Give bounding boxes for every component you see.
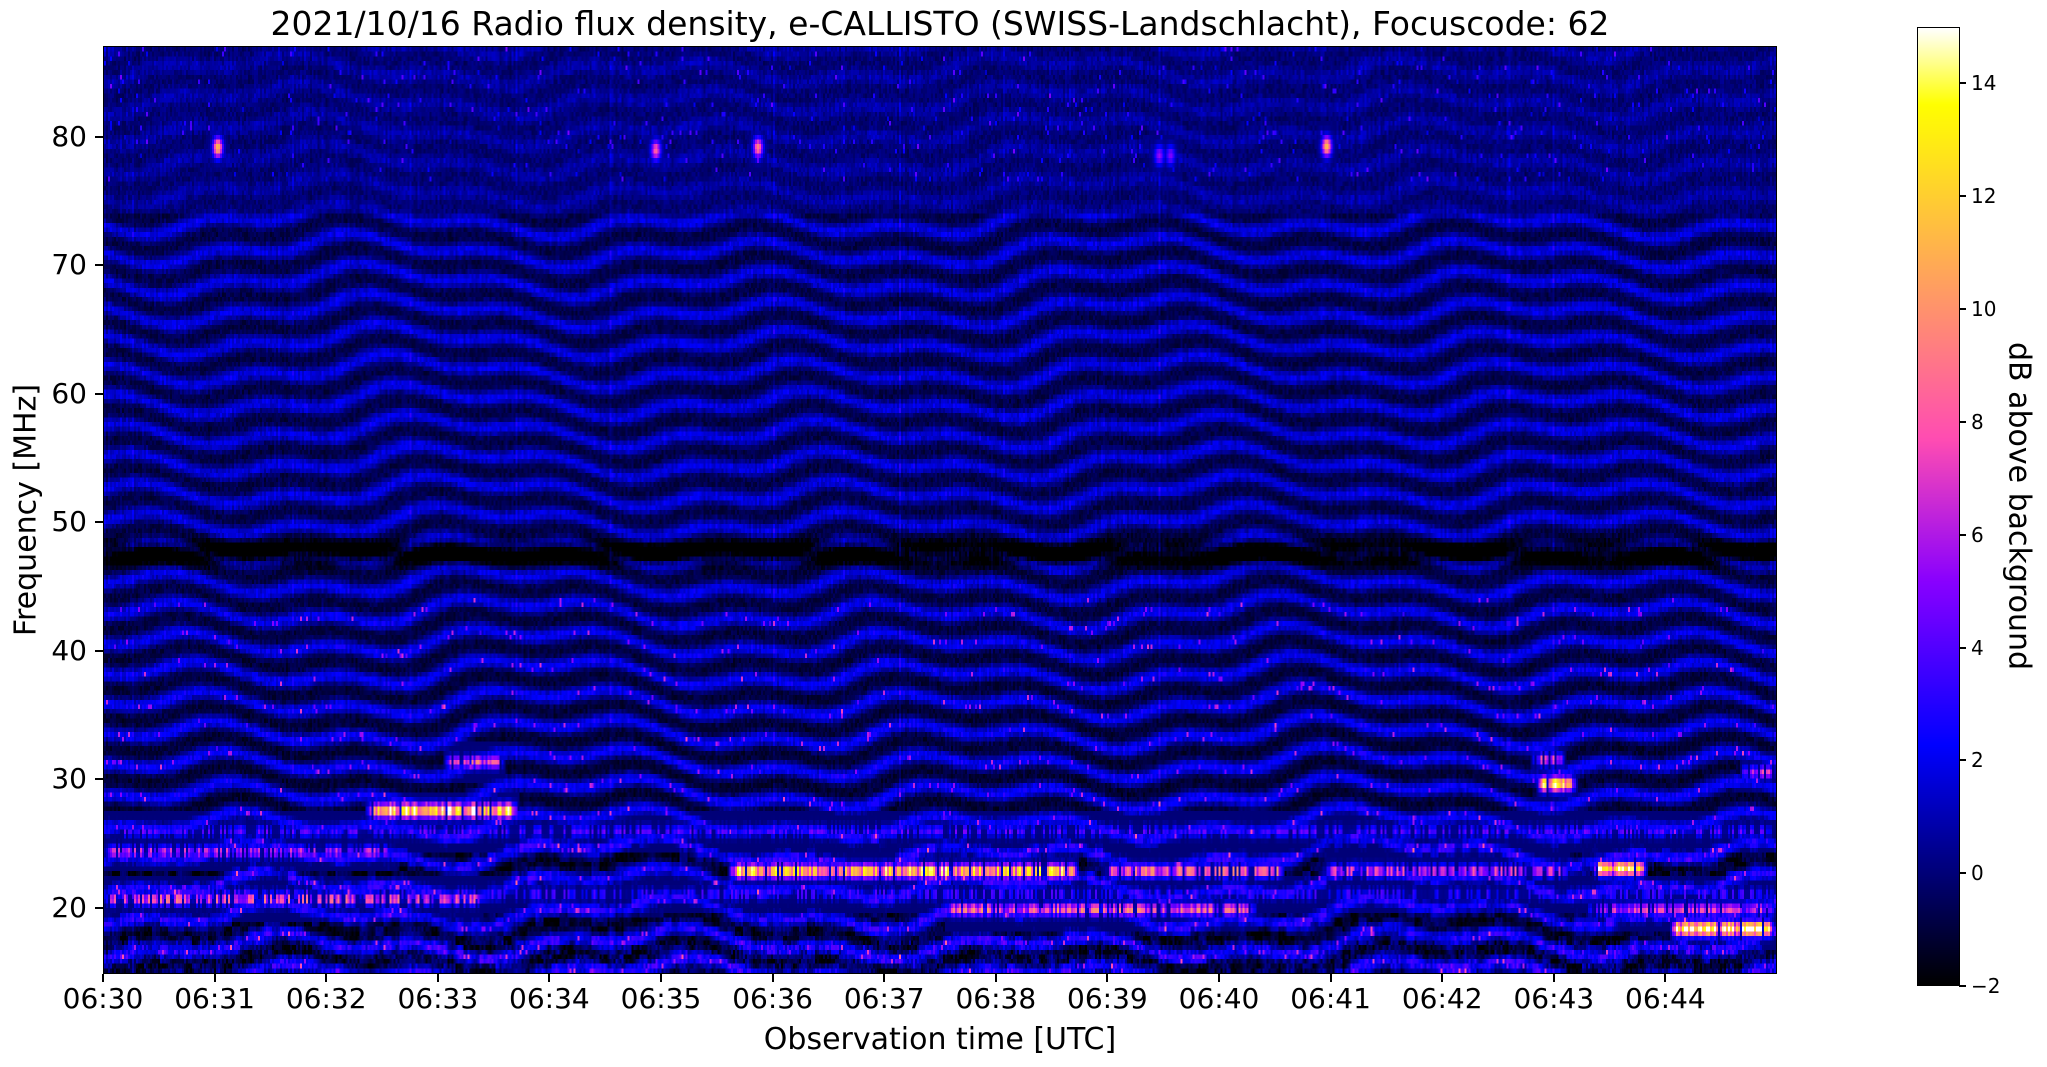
x-tick-mark bbox=[660, 974, 662, 982]
x-tick-label: 06:35 bbox=[620, 982, 702, 1015]
x-tick-label: 06:40 bbox=[1178, 982, 1260, 1015]
y-tick-mark bbox=[95, 135, 103, 138]
y-tick-mark bbox=[95, 264, 103, 267]
colorbar-tick-label: 0 bbox=[1971, 861, 1984, 886]
x-tick-mark bbox=[1218, 974, 1220, 982]
x-tick-label: 06:39 bbox=[1067, 982, 1148, 1015]
colorbar-tick-mark bbox=[1959, 872, 1966, 875]
colorbar-tick-mark bbox=[1959, 420, 1966, 423]
colorbar-label: dB above background bbox=[2001, 341, 2037, 671]
x-tick-mark bbox=[1552, 974, 1555, 982]
y-tick-label: 20 bbox=[51, 890, 87, 924]
x-tick-mark bbox=[1664, 974, 1667, 982]
x-tick-mark bbox=[436, 974, 439, 982]
x-tick-label: 06:42 bbox=[1401, 982, 1483, 1015]
x-tick-label: 06:43 bbox=[1513, 982, 1595, 1015]
x-axis-label: Observation time [UTC] bbox=[763, 1022, 1117, 1057]
plot-area bbox=[103, 46, 1777, 974]
colorbar-tick-mark bbox=[1959, 82, 1966, 85]
x-tick-label: 06:44 bbox=[1625, 982, 1706, 1015]
y-tick-label: 50 bbox=[51, 505, 87, 539]
x-tick-mark bbox=[1329, 974, 1332, 982]
x-tick-label: 06:34 bbox=[509, 982, 590, 1015]
x-tick-label: 06:38 bbox=[955, 982, 1037, 1015]
colorbar-tick-label: 10 bbox=[1971, 297, 1997, 322]
colorbar-tick-mark bbox=[1959, 308, 1966, 311]
spectrogram-canvas bbox=[104, 47, 1776, 973]
colorbar-tick-mark bbox=[1959, 533, 1966, 536]
colorbar-gradient bbox=[1918, 28, 1959, 985]
colorbar-tick-label: 2 bbox=[1971, 748, 1984, 773]
x-tick-mark bbox=[102, 974, 104, 982]
x-tick-mark bbox=[1106, 974, 1109, 982]
colorbar-tick-mark bbox=[1959, 759, 1966, 762]
y-tick-mark bbox=[95, 392, 103, 395]
y-tick-mark bbox=[95, 906, 103, 909]
x-tick-mark bbox=[994, 974, 997, 982]
y-tick-mark bbox=[95, 649, 103, 652]
y-tick-mark bbox=[95, 521, 103, 524]
y-tick-label: 30 bbox=[51, 762, 87, 796]
colorbar-tick-mark bbox=[1959, 646, 1966, 649]
y-tick-label: 40 bbox=[51, 633, 87, 667]
colorbar-tick-label: 6 bbox=[1971, 522, 1984, 547]
colorbar-tick-label: 14 bbox=[1971, 71, 1997, 96]
colorbar-tick-mark bbox=[1959, 985, 1966, 987]
x-tick-label: 06:30 bbox=[62, 982, 144, 1015]
plot-title: 2021/10/16 Radio flux density, e-CALLIST… bbox=[270, 4, 1610, 43]
x-tick-mark bbox=[771, 974, 774, 982]
colorbar-tick-mark bbox=[1959, 195, 1966, 198]
y-tick-mark bbox=[95, 778, 103, 781]
x-tick-mark bbox=[548, 974, 551, 982]
colorbar-tick-label: 12 bbox=[1971, 184, 1997, 209]
x-tick-label: 06:33 bbox=[397, 982, 479, 1015]
x-tick-label: 06:36 bbox=[732, 982, 813, 1015]
colorbar-tick-label: −2 bbox=[1971, 974, 2001, 998]
x-tick-label: 06:37 bbox=[843, 982, 925, 1015]
x-tick-mark bbox=[1441, 974, 1444, 982]
x-tick-mark bbox=[213, 974, 216, 982]
x-tick-mark bbox=[325, 974, 328, 982]
x-tick-mark bbox=[883, 974, 886, 982]
x-tick-label: 06:41 bbox=[1290, 982, 1371, 1015]
y-tick-label: 60 bbox=[51, 376, 87, 410]
y-tick-label: 80 bbox=[51, 119, 87, 153]
x-tick-label: 06:31 bbox=[174, 982, 255, 1015]
colorbar-tick-label: 4 bbox=[1971, 635, 1984, 660]
y-tick-label: 70 bbox=[51, 248, 87, 282]
colorbar bbox=[1917, 27, 1960, 986]
x-tick-label: 06:32 bbox=[285, 982, 367, 1015]
colorbar-tick-label: 8 bbox=[1971, 409, 1984, 434]
